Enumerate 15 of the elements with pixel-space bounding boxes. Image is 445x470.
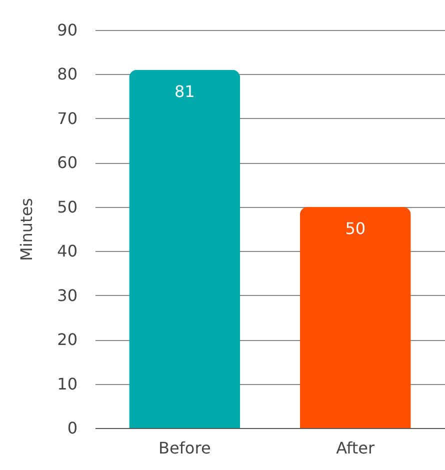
x-tick-label: After (336, 438, 375, 458)
y-tick-label: 10 (57, 374, 78, 394)
y-axis-title: Minutes (17, 198, 36, 261)
y-tick-label: 50 (57, 197, 78, 216)
y-tick-label: 20 (57, 330, 78, 350)
y-tick-label: 30 (57, 286, 78, 305)
y-tick-label: 70 (57, 108, 78, 128)
y-tick-label: 0 (67, 418, 78, 438)
x-tick-label: Before (158, 438, 211, 458)
data-label: 50 (345, 218, 366, 238)
y-tick-label: 40 (57, 242, 78, 261)
y-tick-label: 90 (57, 20, 78, 40)
y-tick-label: 80 (57, 64, 78, 84)
data-label: 81 (174, 82, 195, 101)
y-tick-label: 60 (57, 153, 78, 172)
